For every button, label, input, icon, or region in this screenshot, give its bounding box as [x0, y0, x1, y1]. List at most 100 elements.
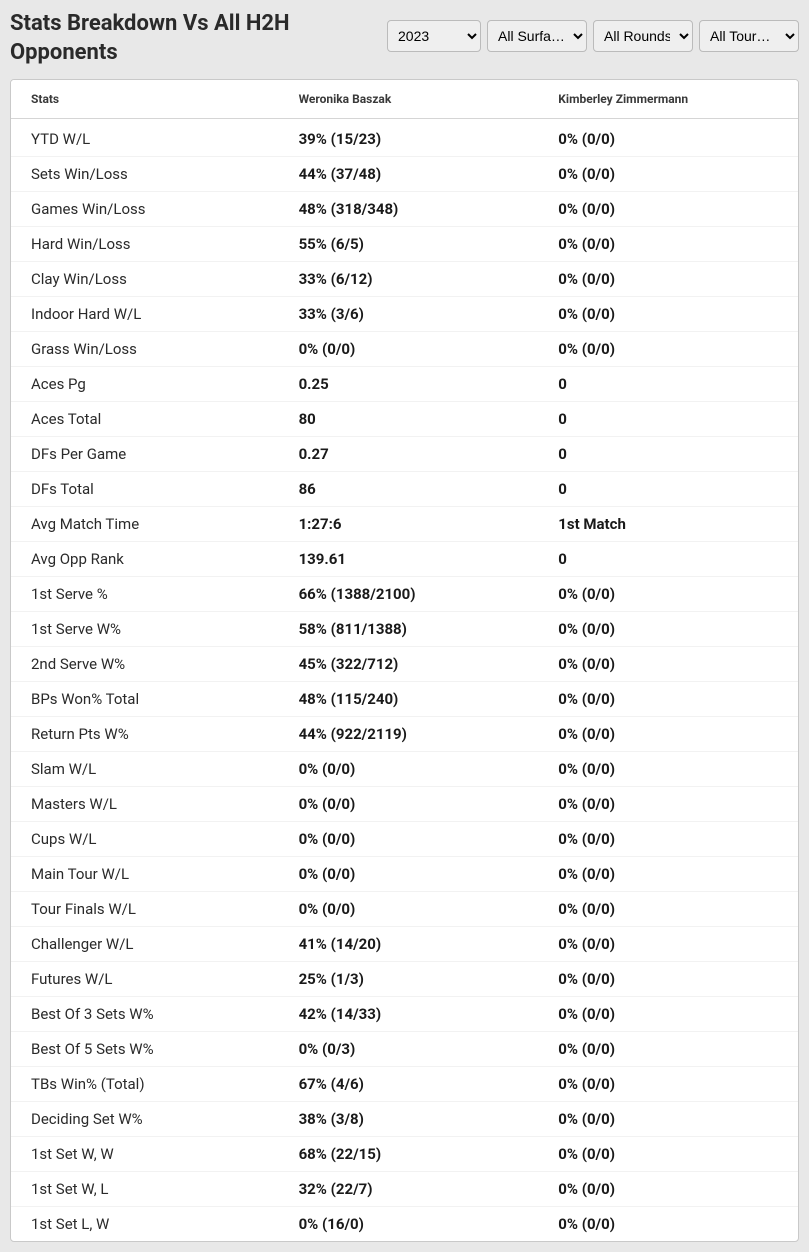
page-title: Stats Breakdown Vs All H2H Opponents [10, 10, 370, 67]
round-select[interactable]: All Rounds [593, 20, 693, 52]
stat-value-player2: 0 [538, 437, 798, 472]
stat-value-player2: 0% (0/0) [538, 612, 798, 647]
stat-value-player2: 0% (0/0) [538, 1032, 798, 1067]
table-row: DFs Total860 [11, 472, 798, 507]
stat-value-player2: 0% (0/0) [538, 297, 798, 332]
stat-value-player1: 0.25 [279, 367, 539, 402]
stat-value-player2: 0 [538, 367, 798, 402]
stat-label: Return Pts W% [11, 717, 279, 752]
stat-label: YTD W/L [11, 119, 279, 157]
table-row: Futures W/L25% (1/3)0% (0/0) [11, 962, 798, 997]
stat-label: Best Of 3 Sets W% [11, 997, 279, 1032]
stat-label: Sets Win/Loss [11, 157, 279, 192]
table-row: 1st Serve W%58% (811/1388)0% (0/0) [11, 612, 798, 647]
stat-label: Clay Win/Loss [11, 262, 279, 297]
stat-value-player1: 58% (811/1388) [279, 612, 539, 647]
stat-value-player2: 0% (0/0) [538, 227, 798, 262]
stat-value-player1: 80 [279, 402, 539, 437]
stat-value-player2: 0 [538, 472, 798, 507]
stat-label: TBs Win% (Total) [11, 1067, 279, 1102]
stat-value-player2: 0% (0/0) [538, 1137, 798, 1172]
table-row: Best Of 5 Sets W%0% (0/3)0% (0/0) [11, 1032, 798, 1067]
stat-value-player1: 42% (14/33) [279, 997, 539, 1032]
table-row: Return Pts W%44% (922/2119)0% (0/0) [11, 717, 798, 752]
stat-value-player2: 0% (0/0) [538, 822, 798, 857]
table-row: 1st Set W, W68% (22/15)0% (0/0) [11, 1137, 798, 1172]
stat-label: Futures W/L [11, 962, 279, 997]
stat-label: Avg Opp Rank [11, 542, 279, 577]
stat-value-player1: 0% (0/0) [279, 752, 539, 787]
stat-label: Grass Win/Loss [11, 332, 279, 367]
stat-label: Avg Match Time [11, 507, 279, 542]
stat-label: BPs Won% Total [11, 682, 279, 717]
stat-value-player1: 86 [279, 472, 539, 507]
stat-value-player1: 48% (318/348) [279, 192, 539, 227]
table-row: 1st Serve %66% (1388/2100)0% (0/0) [11, 577, 798, 612]
table-header-row: Stats Weronika Baszak Kimberley Zimmerma… [11, 80, 798, 119]
stat-value-player2: 0% (0/0) [538, 647, 798, 682]
stat-value-player1: 1:27:6 [279, 507, 539, 542]
surface-select[interactable]: All Surfa… [487, 20, 587, 52]
stat-value-player1: 25% (1/3) [279, 962, 539, 997]
stat-label: 1st Set W, L [11, 1172, 279, 1207]
stat-value-player1: 44% (37/48) [279, 157, 539, 192]
stat-value-player2: 0% (0/0) [538, 1172, 798, 1207]
stat-value-player2: 0% (0/0) [538, 262, 798, 297]
table-row: Main Tour W/L0% (0/0)0% (0/0) [11, 857, 798, 892]
stat-label: Best Of 5 Sets W% [11, 1032, 279, 1067]
table-row: Best Of 3 Sets W%42% (14/33)0% (0/0) [11, 997, 798, 1032]
stat-label: Tour Finals W/L [11, 892, 279, 927]
stat-label: DFs Per Game [11, 437, 279, 472]
stat-value-player2: 0% (0/0) [538, 157, 798, 192]
stat-label: Cups W/L [11, 822, 279, 857]
stat-value-player1: 0.27 [279, 437, 539, 472]
stat-label: Main Tour W/L [11, 857, 279, 892]
stat-value-player2: 0% (0/0) [538, 787, 798, 822]
stat-value-player1: 38% (3/8) [279, 1102, 539, 1137]
stat-label: Hard Win/Loss [11, 227, 279, 262]
table-row: Cups W/L0% (0/0)0% (0/0) [11, 822, 798, 857]
table-row: DFs Per Game0.270 [11, 437, 798, 472]
col-header-stats: Stats [11, 80, 279, 119]
stat-label: 1st Serve W% [11, 612, 279, 647]
tour-select[interactable]: All Tour… [699, 20, 799, 52]
stat-value-player1: 0% (0/0) [279, 892, 539, 927]
stats-table-container: Stats Weronika Baszak Kimberley Zimmerma… [10, 79, 799, 1242]
stat-value-player1: 67% (4/6) [279, 1067, 539, 1102]
stat-value-player1: 55% (6/5) [279, 227, 539, 262]
year-select[interactable]: 2023 [387, 20, 481, 52]
stat-value-player2: 0% (0/0) [538, 927, 798, 962]
stat-label: Aces Total [11, 402, 279, 437]
table-row: Slam W/L0% (0/0)0% (0/0) [11, 752, 798, 787]
stat-value-player1: 68% (22/15) [279, 1137, 539, 1172]
stat-label: 1st Serve % [11, 577, 279, 612]
table-row: Clay Win/Loss33% (6/12)0% (0/0) [11, 262, 798, 297]
table-row: Indoor Hard W/L33% (3/6)0% (0/0) [11, 297, 798, 332]
stat-value-player1: 139.61 [279, 542, 539, 577]
header-row: Stats Breakdown Vs All H2H Opponents 202… [10, 10, 799, 67]
table-row: Aces Pg0.250 [11, 367, 798, 402]
stat-value-player1: 39% (15/23) [279, 119, 539, 157]
stat-label: 2nd Serve W% [11, 647, 279, 682]
stat-label: DFs Total [11, 472, 279, 507]
table-row: Hard Win/Loss55% (6/5)0% (0/0) [11, 227, 798, 262]
table-row: Aces Total800 [11, 402, 798, 437]
stat-value-player2: 0% (0/0) [538, 892, 798, 927]
stat-label: Aces Pg [11, 367, 279, 402]
stat-value-player2: 0% (0/0) [538, 752, 798, 787]
stat-label: Indoor Hard W/L [11, 297, 279, 332]
stats-table: Stats Weronika Baszak Kimberley Zimmerma… [11, 80, 798, 1241]
stat-value-player2: 0% (0/0) [538, 717, 798, 752]
table-row: TBs Win% (Total)67% (4/6)0% (0/0) [11, 1067, 798, 1102]
stat-value-player1: 0% (0/0) [279, 332, 539, 367]
stat-value-player1: 0% (0/3) [279, 1032, 539, 1067]
stat-value-player1: 45% (322/712) [279, 647, 539, 682]
table-row: BPs Won% Total48% (115/240)0% (0/0) [11, 682, 798, 717]
stat-label: Games Win/Loss [11, 192, 279, 227]
stat-label: Challenger W/L [11, 927, 279, 962]
stat-value-player1: 48% (115/240) [279, 682, 539, 717]
table-row: Deciding Set W%38% (3/8)0% (0/0) [11, 1102, 798, 1137]
col-header-player1: Weronika Baszak [279, 80, 539, 119]
table-row: 2nd Serve W%45% (322/712)0% (0/0) [11, 647, 798, 682]
stat-value-player1: 0% (0/0) [279, 857, 539, 892]
